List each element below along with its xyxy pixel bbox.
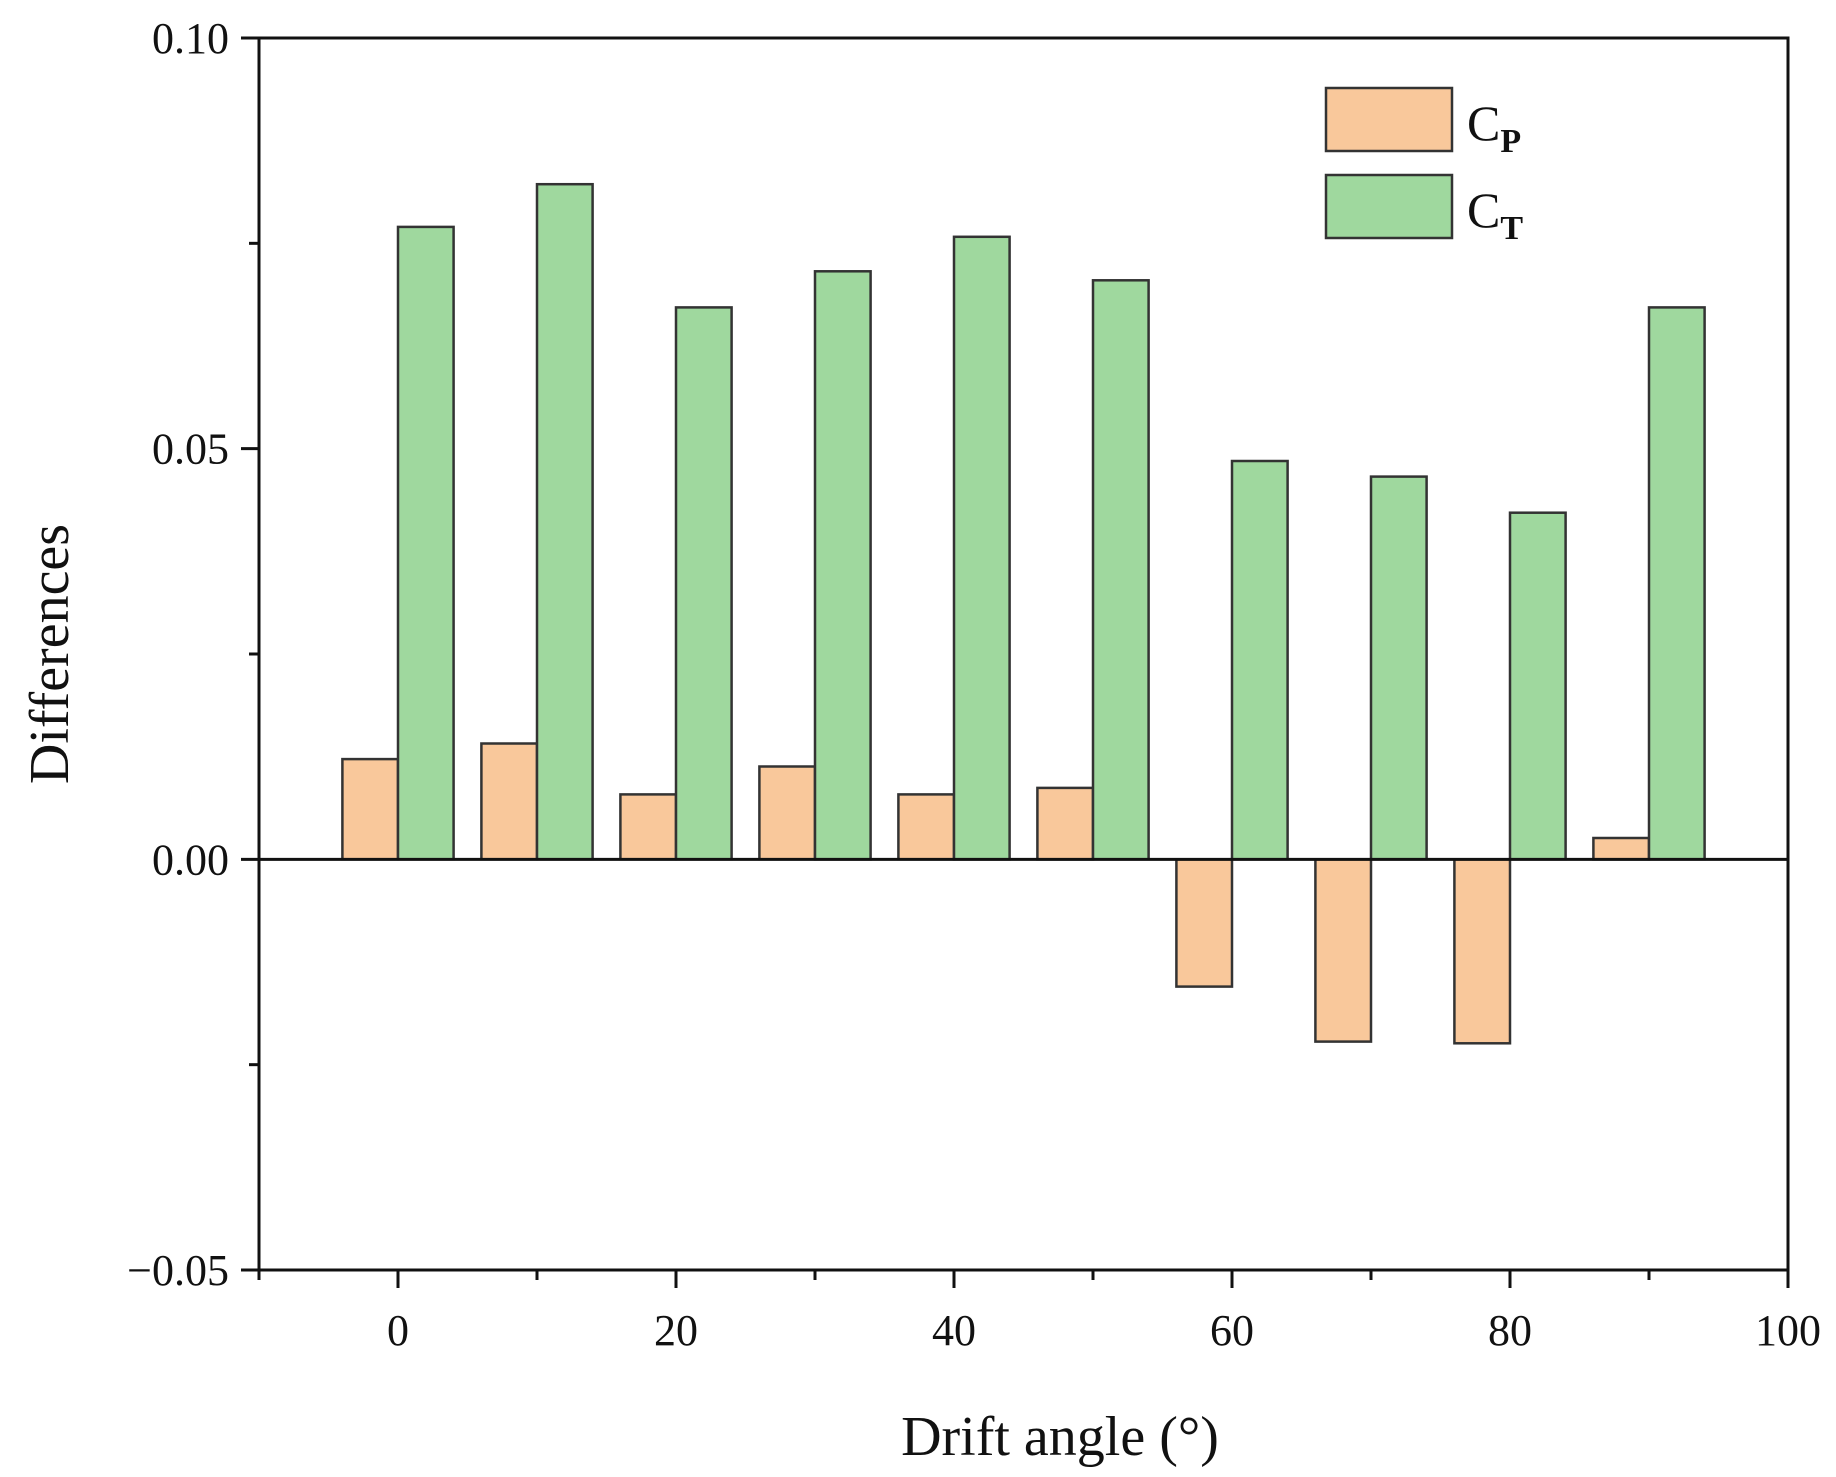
bar-ct-30 bbox=[813, 270, 872, 861]
y-tick-label-2: 0.05 bbox=[152, 425, 229, 474]
y-tick-label-1: 0.00 bbox=[152, 835, 229, 884]
legend-label-ct: CT bbox=[1467, 182, 1523, 247]
bars-layer bbox=[341, 182, 1706, 1045]
legend-swatch-cp bbox=[1324, 86, 1454, 153]
bar-cp-40 bbox=[897, 793, 956, 861]
bar-ct-40 bbox=[952, 235, 1011, 861]
legend-label-cp: CP bbox=[1467, 95, 1521, 160]
x-axis-title: Drift angle (°) bbox=[901, 1406, 1219, 1468]
x-tick-label-60: 60 bbox=[1210, 1306, 1254, 1355]
bar-cp-50 bbox=[1036, 786, 1095, 861]
bar-cp-20 bbox=[619, 793, 678, 861]
bar-cp-90 bbox=[1592, 836, 1651, 861]
bar-cp-10 bbox=[480, 742, 539, 861]
y-tick-label-0: −0.05 bbox=[127, 1246, 229, 1295]
y-axis-title: Differences bbox=[19, 524, 81, 784]
bar-cp-0 bbox=[341, 757, 400, 861]
bar-ct-60 bbox=[1230, 459, 1289, 861]
legend-label-cp-main: C bbox=[1467, 95, 1500, 151]
y-tick-label-3: 0.10 bbox=[152, 14, 229, 63]
bar-ct-20 bbox=[674, 306, 733, 861]
x-tick-label-80: 80 bbox=[1488, 1306, 1532, 1355]
x-tick-label-20: 20 bbox=[654, 1306, 698, 1355]
ticks-layer bbox=[241, 36, 1790, 1288]
bar-ct-0 bbox=[396, 225, 455, 861]
x-tick-label-100: 100 bbox=[1755, 1306, 1821, 1355]
legend-label-cp-sub: P bbox=[1500, 123, 1521, 160]
tick-labels-layer: 0 20 40 60 80 100 −0.05 0.00 0.05 0.10 bbox=[127, 14, 1821, 1355]
legend-label-ct-sub: T bbox=[1500, 210, 1523, 247]
bar-ct-50 bbox=[1091, 279, 1150, 861]
bar-cp-30 bbox=[758, 765, 817, 861]
bar-cp-60 bbox=[1175, 858, 1234, 988]
x-tick-label-0: 0 bbox=[387, 1306, 409, 1355]
bar-ct-10 bbox=[535, 182, 594, 861]
bar-ct-70 bbox=[1369, 475, 1428, 861]
legend-swatch-ct bbox=[1324, 173, 1454, 240]
bar-cp-80 bbox=[1453, 858, 1512, 1045]
bar-ct-80 bbox=[1508, 511, 1567, 861]
bar-ct-90 bbox=[1647, 306, 1706, 861]
bar-cp-70 bbox=[1314, 858, 1373, 1043]
x-tick-label-40: 40 bbox=[932, 1306, 976, 1355]
legend: CP CT bbox=[1324, 86, 1523, 247]
legend-label-ct-main: C bbox=[1467, 182, 1500, 238]
